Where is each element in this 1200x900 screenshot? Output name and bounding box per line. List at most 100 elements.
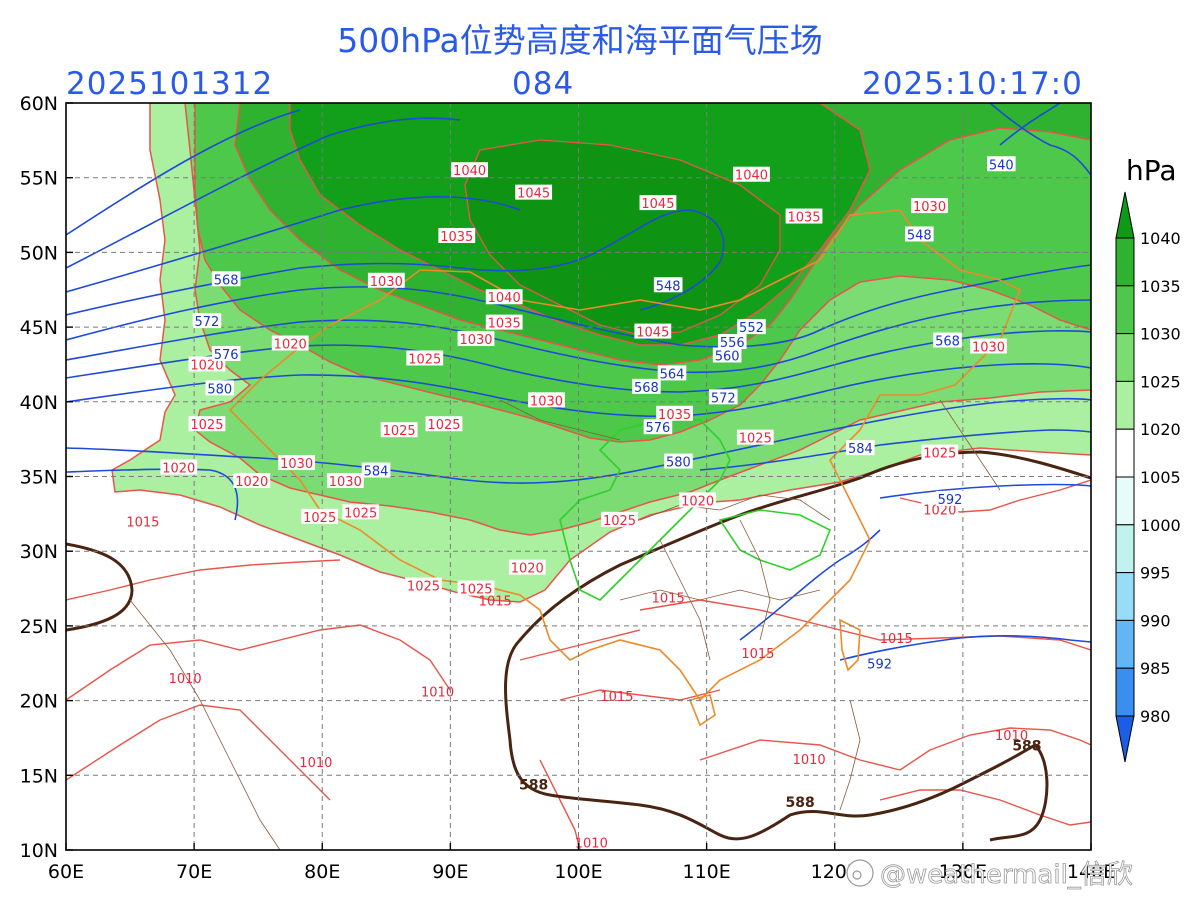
isobar-label: 1020 [162, 462, 195, 477]
isobar-label-box [601, 511, 638, 527]
isobar-label-box [485, 314, 523, 330]
colorbar-level-label: 990 [1140, 611, 1171, 630]
height-label: 540 [989, 158, 1014, 173]
isobar-label: 1010 [793, 753, 826, 768]
height-label-box [717, 334, 747, 350]
lon-tick-label: 120E [811, 861, 859, 883]
isobar-lines [66, 479, 1091, 850]
colorbar-level-label: 1040 [1140, 229, 1181, 248]
lon-tick-label: 80E [304, 861, 340, 883]
isobar-label: 1025 [603, 514, 636, 529]
height-label-box [632, 378, 661, 394]
province-borders [129, 399, 1001, 850]
colorbar-level-label: 1000 [1140, 516, 1181, 535]
isobar-label-box [485, 289, 523, 305]
isobar-label-box [301, 508, 339, 524]
isobar-label: 1035 [488, 317, 521, 332]
lat-tick-label: 60N [20, 93, 58, 115]
colorbar-swatch [1115, 524, 1135, 574]
height-label: 584 [848, 442, 873, 457]
isobar-label-box [457, 580, 495, 596]
height-label: 568 [634, 381, 659, 396]
valid-time: 2025:10:17:0 [862, 66, 1083, 102]
isobar-label: 1030 [972, 341, 1005, 356]
isobar-label: 1025 [383, 424, 416, 439]
colorbar-level-label: 1025 [1140, 372, 1181, 391]
isobar-label: 1045 [517, 187, 550, 202]
isobar-label: 1010 [575, 837, 608, 852]
isobar-label: 1025 [190, 418, 223, 433]
isobar-label: 1025 [407, 580, 440, 595]
isobar-label: 1020 [274, 338, 307, 353]
height-label: 592 [938, 493, 963, 508]
forecast-hour: 084 [512, 66, 575, 102]
isobar-label: 1025 [459, 583, 492, 598]
isobar-label-box [970, 338, 1007, 354]
height-label-box [933, 332, 962, 348]
height-label-box [653, 277, 683, 293]
height-label: 560 [715, 349, 740, 364]
lon-tick-label: 100E [554, 861, 602, 883]
isobar-label: 1035 [787, 211, 820, 226]
ridge-label: 588 [786, 795, 815, 811]
isobar-label-box [124, 513, 162, 529]
isobar-label-box [438, 227, 476, 243]
isobar-label-box [233, 472, 271, 488]
isobar-label-box [457, 331, 495, 347]
lat-lon-grid [66, 103, 1091, 850]
isobar-label-box [342, 504, 380, 520]
ridge-label: 588 [519, 777, 548, 793]
isobar-label-box [656, 405, 693, 421]
isobar-label-box [515, 184, 553, 200]
height-label-box [712, 347, 742, 363]
lon-tick-label: 110E [682, 861, 730, 883]
watermark-text: @weathermail_信欣 [880, 860, 1133, 890]
isobar-label: 1030 [329, 475, 362, 490]
height-label: 580 [666, 456, 691, 471]
isobar-label: 1015 [652, 592, 685, 607]
colorbar-swatch [1115, 667, 1135, 717]
lon-tick-label: 140E [1067, 861, 1115, 883]
colorbar-level-label: 1020 [1140, 420, 1181, 439]
isobar-label: 1010 [995, 729, 1028, 744]
colorbar-unit: hPa [1126, 154, 1177, 187]
colorbar-level-label: 980 [1140, 707, 1171, 726]
isobar-label: 1035 [440, 230, 473, 245]
colorbar-swatch [1115, 476, 1135, 526]
isobar-label-box [451, 162, 488, 178]
height-label-box [664, 453, 693, 469]
isobar-label: 1025 [427, 418, 460, 433]
colorbar-swatch [1115, 237, 1135, 287]
lon-tick-label: 70E [176, 861, 212, 883]
lat-tick-label: 55N [20, 168, 58, 190]
height-label: 576 [646, 421, 671, 436]
isobar-label: 1025 [739, 432, 772, 447]
isobar-label: 1040 [453, 164, 486, 179]
lat-tick-label: 25N [20, 616, 58, 638]
height-label-box [865, 655, 894, 671]
height-label: 548 [656, 279, 681, 294]
isobar-label: 1030 [530, 394, 563, 409]
isobar-label-box [425, 416, 463, 432]
colorbar-top-arrow [1115, 191, 1135, 239]
isobar-label-box [733, 166, 770, 182]
colorbar-level-label: 1005 [1140, 468, 1181, 487]
isobar-label: 1020 [923, 503, 956, 518]
colorbar: hPa 1040 1035 1030 1025 1020 1005 1000 995 990 98… [1115, 154, 1181, 763]
height-label: 552 [739, 321, 764, 336]
isobar-label-box [326, 472, 364, 488]
isobar-label: 1025 [344, 506, 377, 521]
height-label: 572 [195, 315, 220, 330]
isobar-label: 1045 [636, 326, 669, 341]
colorbar-swatch [1115, 572, 1135, 621]
isobar-label-box [188, 416, 226, 432]
height-label: 572 [711, 391, 736, 406]
weibo-eye-icon [852, 870, 862, 880]
lat-tick-label: 50N [20, 242, 58, 264]
isobar-label: 1015 [600, 690, 633, 705]
latitude-axis: 60N 55N 50N 45N 40N 35N 30N 25N 20N 15N 10N [20, 93, 73, 862]
isobar-label-box [911, 198, 948, 214]
height-label: 568 [214, 273, 239, 288]
height-label-box [708, 389, 738, 405]
